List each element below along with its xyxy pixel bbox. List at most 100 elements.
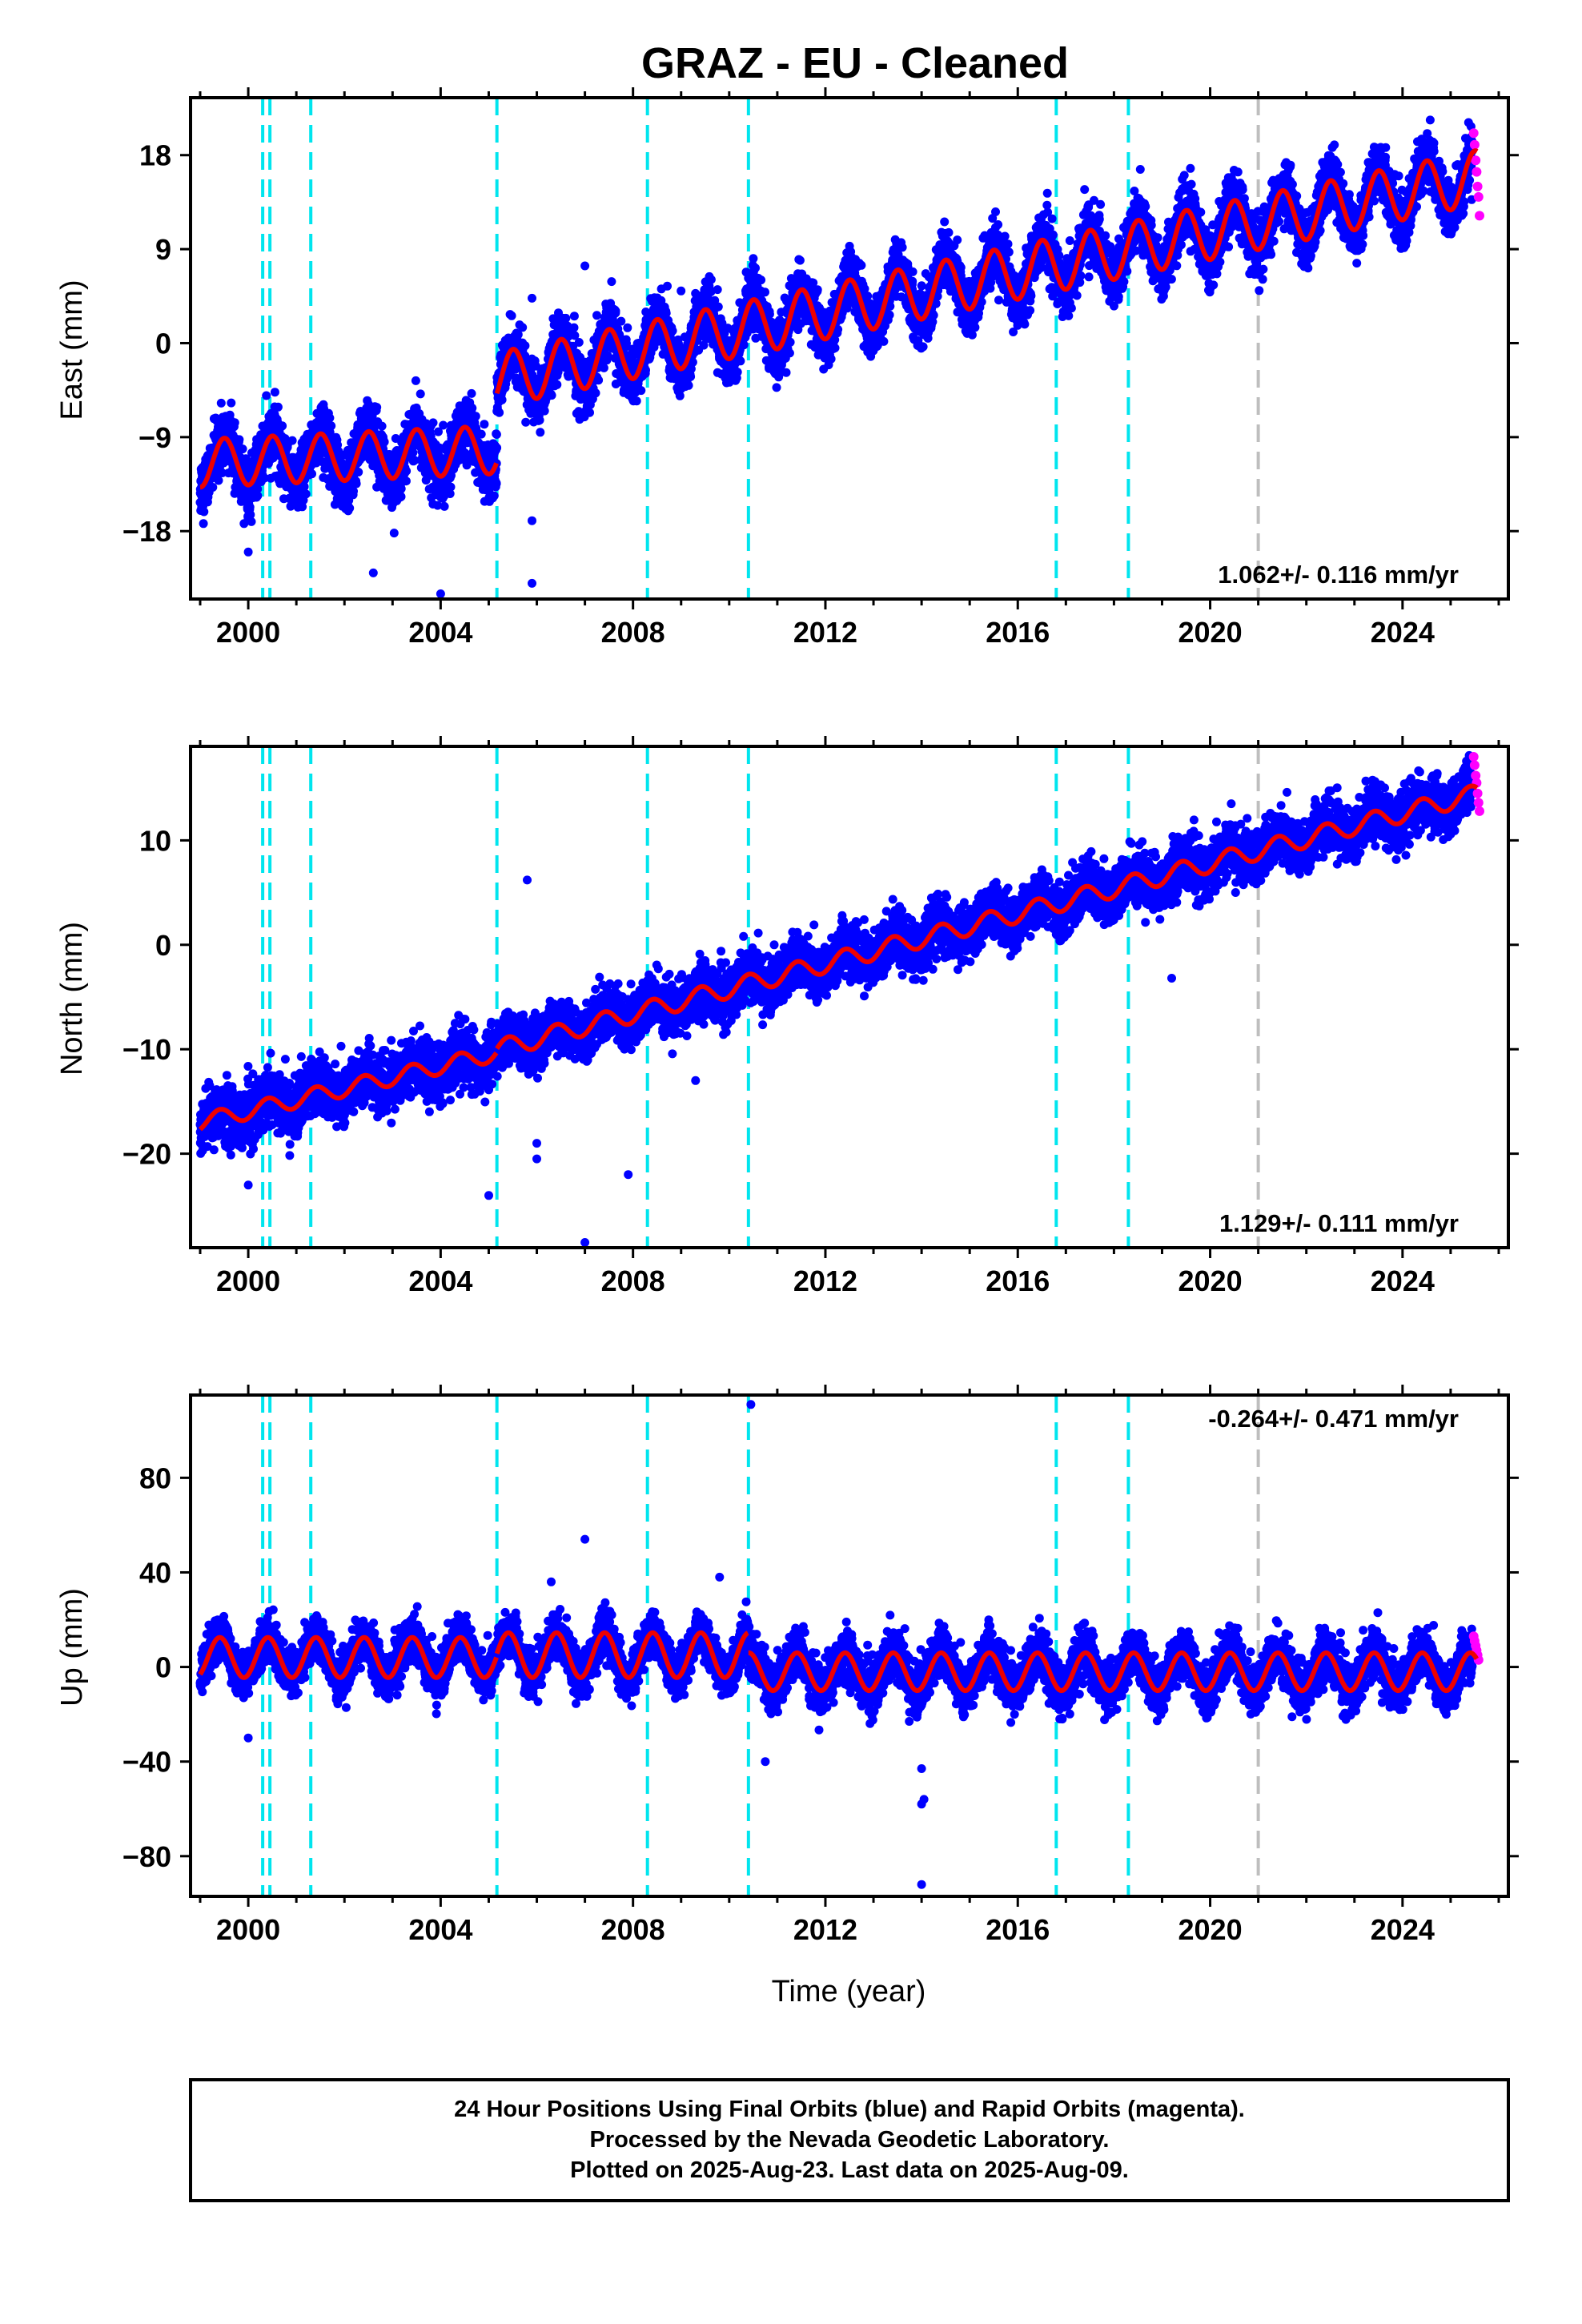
east-data-point xyxy=(480,420,489,429)
east-data-point xyxy=(262,391,271,400)
east-data-point xyxy=(298,502,307,512)
east-data-point xyxy=(495,408,504,417)
east-y-axis-label: East (mm) xyxy=(55,279,89,420)
east-data-point xyxy=(785,337,795,347)
east-data-point xyxy=(238,444,247,454)
east-data-point xyxy=(253,485,263,494)
east-data-point xyxy=(751,263,760,273)
east-data-point xyxy=(492,443,502,452)
east-data-point xyxy=(259,473,269,483)
east-data-point xyxy=(569,323,579,332)
east-data-point xyxy=(278,421,287,431)
east-data-point xyxy=(632,396,641,406)
east-data-point xyxy=(434,427,443,436)
east-data-point xyxy=(686,372,696,381)
east-data-point xyxy=(599,363,608,372)
east-data-point xyxy=(230,418,239,428)
east-data-point xyxy=(354,468,363,476)
east-data-point xyxy=(857,260,866,270)
east-data-point xyxy=(879,336,889,346)
east-data-point xyxy=(535,416,544,425)
east-data-point xyxy=(781,368,791,377)
east-data-point xyxy=(552,380,562,389)
east-data-point xyxy=(199,507,209,517)
east-data-point xyxy=(507,311,516,320)
east-data-point xyxy=(446,482,456,492)
east-data-point xyxy=(440,501,449,511)
east-data-point xyxy=(765,309,774,319)
east-data-point xyxy=(585,408,594,417)
east-data-point xyxy=(410,456,420,465)
east-data-point xyxy=(402,466,412,476)
east-data-point xyxy=(706,275,716,284)
east-data-point xyxy=(733,368,742,377)
east-data-point xyxy=(713,302,723,312)
east-data-point xyxy=(520,341,530,351)
east-data-point xyxy=(349,486,358,496)
east-data-point xyxy=(553,368,563,377)
east-data-point xyxy=(389,529,399,538)
east-data-point xyxy=(757,275,766,285)
east-data-point xyxy=(445,489,455,498)
east-data-point xyxy=(574,338,584,347)
east-data-point xyxy=(247,517,256,526)
east-data-point xyxy=(663,281,672,291)
east-data-point xyxy=(325,413,335,423)
east-data-point xyxy=(327,421,336,431)
east-data-point xyxy=(492,430,501,439)
east-data-point xyxy=(372,403,382,412)
east-data-point xyxy=(616,316,626,326)
east-data-point xyxy=(467,388,476,398)
east-data-point xyxy=(401,476,411,486)
east-data-point xyxy=(532,361,540,371)
east-data-point xyxy=(489,491,499,501)
east-data-point xyxy=(253,491,263,501)
east-data-point xyxy=(345,504,355,513)
east-data-point xyxy=(396,484,406,493)
east-data-point xyxy=(476,429,486,439)
east-data-point xyxy=(270,388,279,397)
east-data-point xyxy=(416,389,425,399)
east-data-point xyxy=(411,376,420,385)
east-data-point xyxy=(561,313,571,323)
east-data-point xyxy=(594,376,604,385)
east-data-point xyxy=(462,460,472,470)
east-data-point xyxy=(772,383,781,392)
east-data-point xyxy=(468,404,477,412)
east-data-point xyxy=(830,344,840,352)
east-data-point xyxy=(433,501,443,510)
east-data-point xyxy=(208,483,218,492)
east-data-point xyxy=(333,440,343,450)
east-data-point xyxy=(199,519,208,529)
east-data-point xyxy=(439,420,448,430)
east-panel: East (mm) 2000 2004 2008 2012 2016 2020 202418… xyxy=(55,87,1519,649)
east-data-point xyxy=(245,502,255,512)
east-data-point xyxy=(428,418,438,428)
east-data-point xyxy=(684,380,693,390)
east-data-point xyxy=(813,285,822,295)
east-data-point xyxy=(607,277,616,287)
east-data-point xyxy=(795,255,805,265)
east-data-point xyxy=(713,285,722,295)
east-data-point xyxy=(863,292,873,301)
east-data-point xyxy=(547,391,556,400)
east-data-point xyxy=(521,417,531,427)
east-data-point xyxy=(287,436,297,445)
chart-title: GRAZ - EU - Cleaned xyxy=(641,39,1069,87)
east-data-point xyxy=(513,330,523,340)
east-data-point xyxy=(761,287,769,297)
east-data-point xyxy=(668,326,677,336)
east-data-point xyxy=(592,311,601,320)
east-data-point xyxy=(235,435,244,444)
east-data-point xyxy=(520,351,530,360)
east-data-point xyxy=(736,356,745,366)
east-data-point xyxy=(214,476,223,485)
east-data-point xyxy=(307,469,316,479)
east-data-point xyxy=(301,489,311,499)
east-data-point xyxy=(246,510,255,520)
east-data-point xyxy=(377,421,387,431)
east-data-point xyxy=(218,468,227,477)
east-data-point xyxy=(591,388,600,398)
east-data-point xyxy=(379,437,389,447)
